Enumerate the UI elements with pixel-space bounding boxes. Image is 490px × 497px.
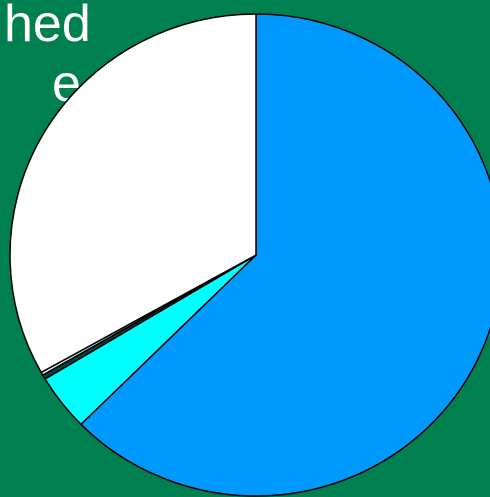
partial-slide-text: hed e: [4, 0, 91, 114]
pie-slices: [9, 13, 490, 497]
pie-slice-5: [9, 13, 257, 374]
partial-text-line-1: hed: [4, 0, 91, 53]
pie-slice-1: [80, 13, 490, 497]
